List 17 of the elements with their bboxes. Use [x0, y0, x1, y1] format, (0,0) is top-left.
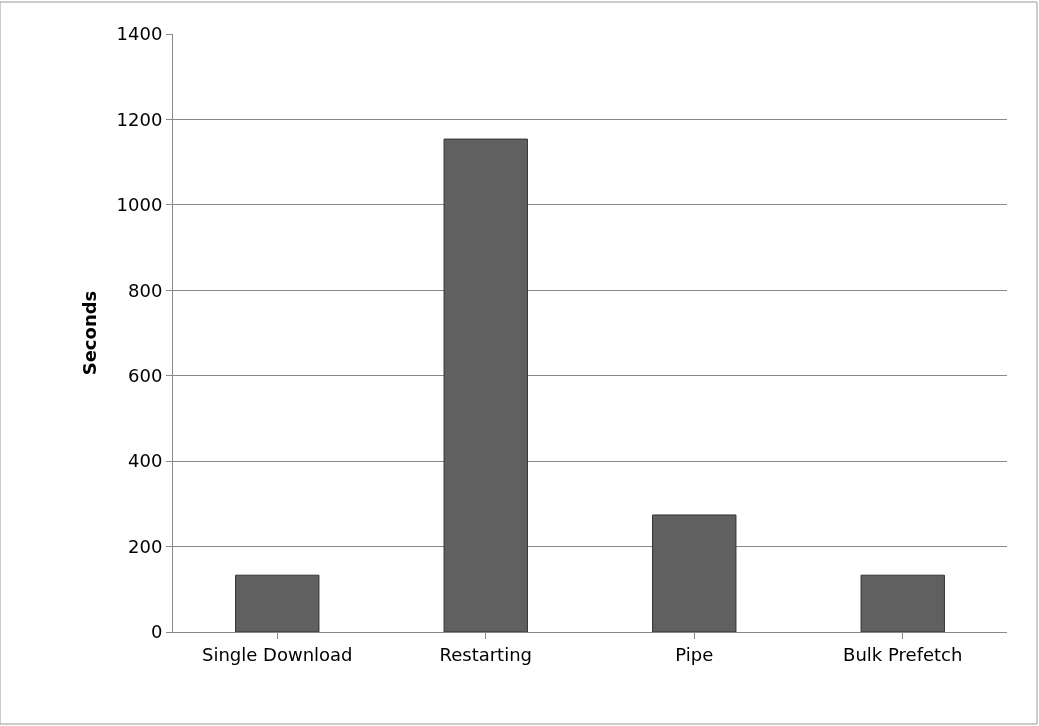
bar	[652, 514, 737, 632]
bar	[443, 138, 528, 632]
y-tick-label: 800	[128, 279, 163, 301]
x-tick-label: Bulk Prefetch	[843, 643, 963, 665]
y-tick-label: 1000	[116, 194, 163, 216]
y-tick-label: 200	[128, 535, 163, 557]
y-tick-label: 1400	[116, 23, 163, 45]
y-tick-label: 1200	[116, 108, 163, 130]
bar	[235, 574, 320, 632]
y-tick-label: 0	[150, 621, 163, 643]
x-tick-label: Pipe	[675, 643, 714, 665]
bar	[860, 574, 945, 632]
y-tick-label: 400	[128, 450, 163, 472]
x-tick-label: Single Download	[201, 643, 353, 665]
y-axis-title: Seconds	[78, 290, 100, 376]
y-tick-label: 600	[128, 365, 163, 387]
x-tick-label: Restarting	[439, 643, 533, 665]
